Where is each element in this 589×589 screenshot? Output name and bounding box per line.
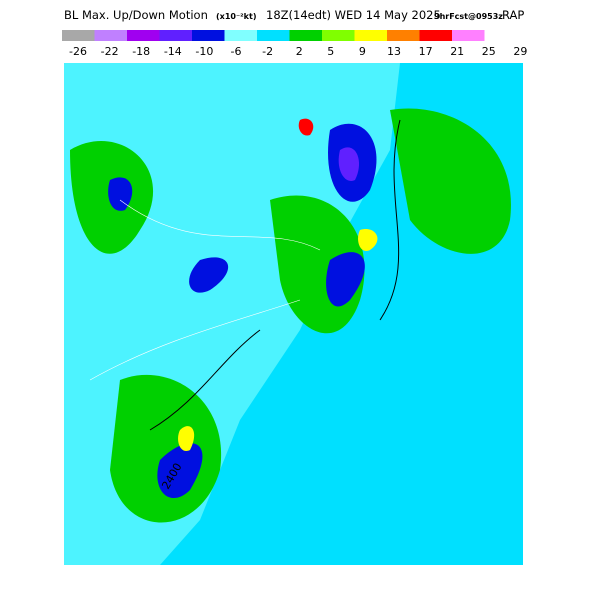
legend-label: 13	[387, 45, 401, 58]
legend-swatch	[94, 30, 127, 41]
map-field: 2400	[64, 63, 523, 565]
units: (x10⁻²kt)	[216, 12, 256, 21]
color-legend: -26 -22 -18 -14 -10 -6 -2 2 5 9 13 17 21 25 29	[62, 30, 527, 58]
legend-label: -26	[69, 45, 87, 58]
legend-label: 29	[513, 45, 527, 58]
legend-swatch	[322, 30, 355, 41]
model: RAP	[502, 8, 524, 22]
legend-label: -6	[231, 45, 242, 58]
legend-label: 17	[419, 45, 433, 58]
valid-time: 18Z(14edt) WED 14 May 2025	[266, 8, 441, 22]
forecast: 9hrFcst@0953z	[434, 12, 503, 21]
legend-swatch	[354, 30, 387, 41]
legend-label: 2	[296, 45, 303, 58]
legend-swatch	[257, 30, 290, 41]
legend-swatch	[159, 30, 192, 41]
legend-label: -14	[164, 45, 182, 58]
legend-swatch	[452, 30, 485, 41]
legend-label: -18	[132, 45, 150, 58]
legend-label: -22	[101, 45, 119, 58]
legend-swatch	[289, 30, 322, 41]
legend-swatch	[62, 30, 95, 41]
legend-swatch	[192, 30, 225, 41]
legend-swatch	[127, 30, 160, 41]
title: BL Max. Up/Down Motion	[64, 8, 208, 22]
legend-label: -2	[262, 45, 273, 58]
legend-label: 5	[327, 45, 334, 58]
legend-label: 9	[359, 45, 366, 58]
legend-swatch	[387, 30, 420, 41]
legend-label: 21	[450, 45, 464, 58]
legend-label: 25	[482, 45, 496, 58]
legend-label: -10	[195, 45, 213, 58]
legend-swatch	[224, 30, 257, 41]
legend-swatch	[419, 30, 452, 41]
